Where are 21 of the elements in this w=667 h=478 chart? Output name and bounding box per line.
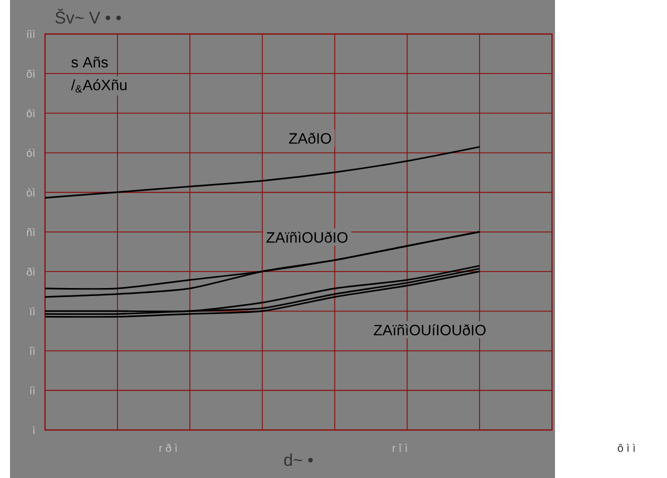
text: õì [26, 70, 35, 78]
text: ZAðIO [289, 132, 332, 144]
text: Šv~ V • • [55, 8, 121, 24]
annotation: ZAïñìOUðIO [266, 232, 348, 243]
annotation: ZAïñìOUíIOUðIO [374, 324, 486, 336]
text: òì [26, 188, 35, 196]
x-axis-title: d~ • [284, 454, 313, 466]
text: ì [32, 426, 35, 434]
text: ðì [26, 267, 35, 276]
text: íì [30, 386, 35, 394]
text: ñì [27, 228, 35, 236]
text: ïì [29, 307, 35, 316]
text: r ð ì [160, 444, 177, 452]
text: îì [29, 346, 35, 355]
text: s Añs [71, 56, 108, 68]
text: ôì [26, 109, 35, 118]
text: íìì [27, 30, 35, 38]
text: óì [26, 148, 35, 157]
text: /$_{&}$AóXñu [71, 79, 127, 93]
text: r î ì [392, 444, 408, 452]
text: ô ì ì [618, 444, 635, 452]
